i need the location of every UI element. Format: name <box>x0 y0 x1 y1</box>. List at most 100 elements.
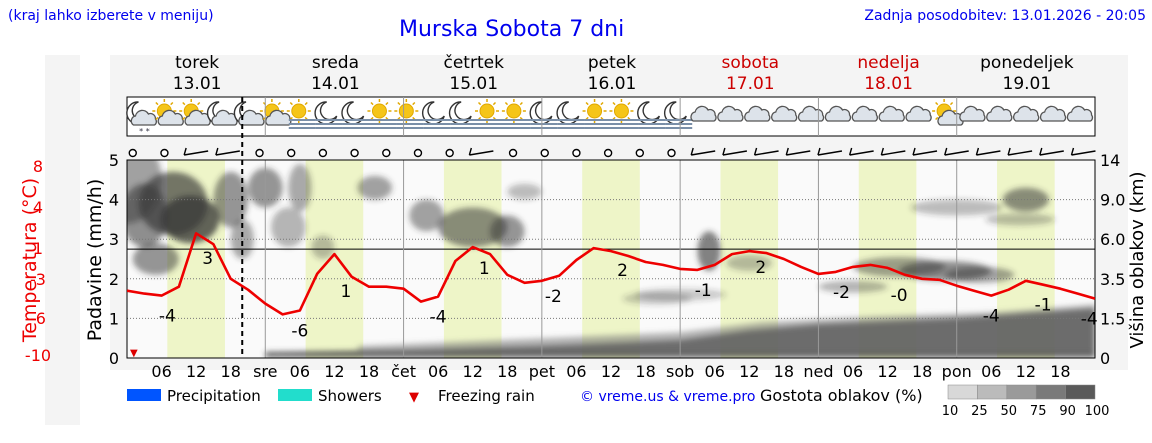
x-tick-label: pet <box>529 362 555 381</box>
moon-fog-icon <box>637 101 666 129</box>
calm-wind-icon <box>635 148 645 158</box>
wind-barb-icon <box>1070 147 1096 156</box>
cloud-height-tick: 6.0 <box>1100 230 1125 249</box>
wind-barb-icon <box>183 147 209 156</box>
temp-annotation: 2 <box>755 258 766 278</box>
x-tick-label: 18 <box>912 362 932 381</box>
calm-wind-icon <box>128 148 137 158</box>
temp-annotation: -1 <box>695 281 712 301</box>
legend-precipitation-label: Precipitation <box>167 387 261 405</box>
cloud-icon <box>1013 105 1040 122</box>
cloud-mass <box>697 231 721 271</box>
precip-tick: 2 <box>109 270 119 289</box>
x-tick-label: 06 <box>566 362 586 381</box>
calm-wind-icon <box>350 148 359 158</box>
daylight-band <box>582 160 640 358</box>
x-tick-label: 12 <box>463 362 483 381</box>
sun-cloud-icon <box>179 99 211 126</box>
density-swatch <box>1006 384 1037 400</box>
wind-barb-icon <box>817 147 843 156</box>
temp-tick: -3 <box>30 270 46 289</box>
sun-fog-icon <box>475 99 504 129</box>
day-name: torek <box>175 53 219 73</box>
cloud-icon <box>851 105 879 122</box>
sun-fog-icon <box>394 99 424 129</box>
cloud-height-tick: 1.5 <box>1100 309 1125 328</box>
location-hint[interactable]: (kraj lahko izberete v meniju) <box>8 8 214 24</box>
day-name: sreda <box>312 53 359 73</box>
moon-snow-icon: * * <box>126 101 158 136</box>
sun-fog-icon <box>582 99 612 129</box>
sun-cloud-icon <box>259 99 292 126</box>
wind-barb-icon <box>1007 147 1033 156</box>
cloud-mass <box>945 266 1015 283</box>
temp-tick: 8 <box>33 157 43 176</box>
day-name: nedelja <box>857 53 919 73</box>
x-tick-label: 12 <box>1016 362 1036 381</box>
freezing-rain-marker: ▼ <box>130 348 138 359</box>
svg-text:* *: * * <box>139 127 150 136</box>
calm-wind-icon <box>382 148 391 158</box>
cloud-height-axis-title: Višina oblakov (km) <box>1127 171 1148 348</box>
credit-link[interactable]: © vreme.us & vreme.pro <box>580 389 755 405</box>
x-tick-label: čet <box>391 362 416 381</box>
day-name: petek <box>588 53 636 73</box>
wind-barb-icon <box>848 147 874 156</box>
x-tick-label: 06 <box>981 362 1001 381</box>
density-swatch <box>977 384 1008 400</box>
moon-fog-icon <box>448 101 478 129</box>
cloud-mass <box>409 199 444 232</box>
sun-fog-icon <box>609 99 639 129</box>
density-level-label: 75 <box>1030 404 1047 419</box>
temp-tick: 4 <box>33 198 43 217</box>
calm-wind-icon <box>667 148 676 158</box>
x-tick-label: sre <box>253 362 277 381</box>
x-tick-label: ned <box>803 362 833 381</box>
precip-axis-title: Padavine (mm/h) <box>84 179 106 342</box>
moon-cloud-icon <box>233 101 265 126</box>
legend-showers-swatch <box>278 389 312 401</box>
wind-barb-icon <box>753 147 779 156</box>
cloud-height-tick: 3.5 <box>1100 270 1125 289</box>
x-tick-label: 06 <box>705 362 725 381</box>
cloud-height-tick: 0 <box>1100 349 1110 368</box>
cloud-mass <box>490 215 525 248</box>
cloud-mass <box>311 235 335 259</box>
x-tick-label: 06 <box>843 362 863 381</box>
x-tick-label: 06 <box>428 362 448 381</box>
cloud-icon <box>1066 105 1094 122</box>
last-updated: Zadnja posodobitev: 13.01.2026 - 20:05 <box>864 8 1146 24</box>
legend-showers-label: Showers <box>318 387 382 405</box>
x-tick-label: 18 <box>497 362 517 381</box>
temp-annotation: 3 <box>202 249 213 269</box>
cloud-icon <box>959 105 986 122</box>
calm-wind-icon <box>445 148 454 158</box>
x-tick-label: 18 <box>635 362 655 381</box>
wind-barb-icon <box>215 147 240 156</box>
daylight-band <box>305 160 364 358</box>
moon-cloud-icon <box>206 101 238 126</box>
precip-tick: 1 <box>109 309 119 328</box>
x-tick-label: 18 <box>359 362 379 381</box>
day-name: ponedeljek <box>980 53 1074 73</box>
wind-barb-icon <box>468 147 494 156</box>
cloud-icon <box>771 105 798 122</box>
calm-wind-icon <box>508 148 518 158</box>
moon-fog-icon <box>422 101 451 129</box>
x-tick-label: 18 <box>221 362 241 381</box>
cloud-mass <box>507 183 542 200</box>
temp-annotation: -4 <box>1081 310 1098 330</box>
moon-fog-icon <box>314 101 343 129</box>
cloud-mass <box>161 195 220 244</box>
cloud-mass <box>818 280 888 293</box>
wind-barb-icon <box>912 147 938 156</box>
day-date: 14.01 <box>311 74 360 94</box>
precip-tick: 4 <box>109 191 119 210</box>
cloud-mass <box>271 207 306 248</box>
temp-annotation: -6 <box>291 321 308 341</box>
wind-barb-icon <box>690 147 716 156</box>
density-level-label: 50 <box>1001 404 1018 419</box>
cloud-mass <box>213 171 248 228</box>
wind-barb-icon <box>785 147 811 156</box>
